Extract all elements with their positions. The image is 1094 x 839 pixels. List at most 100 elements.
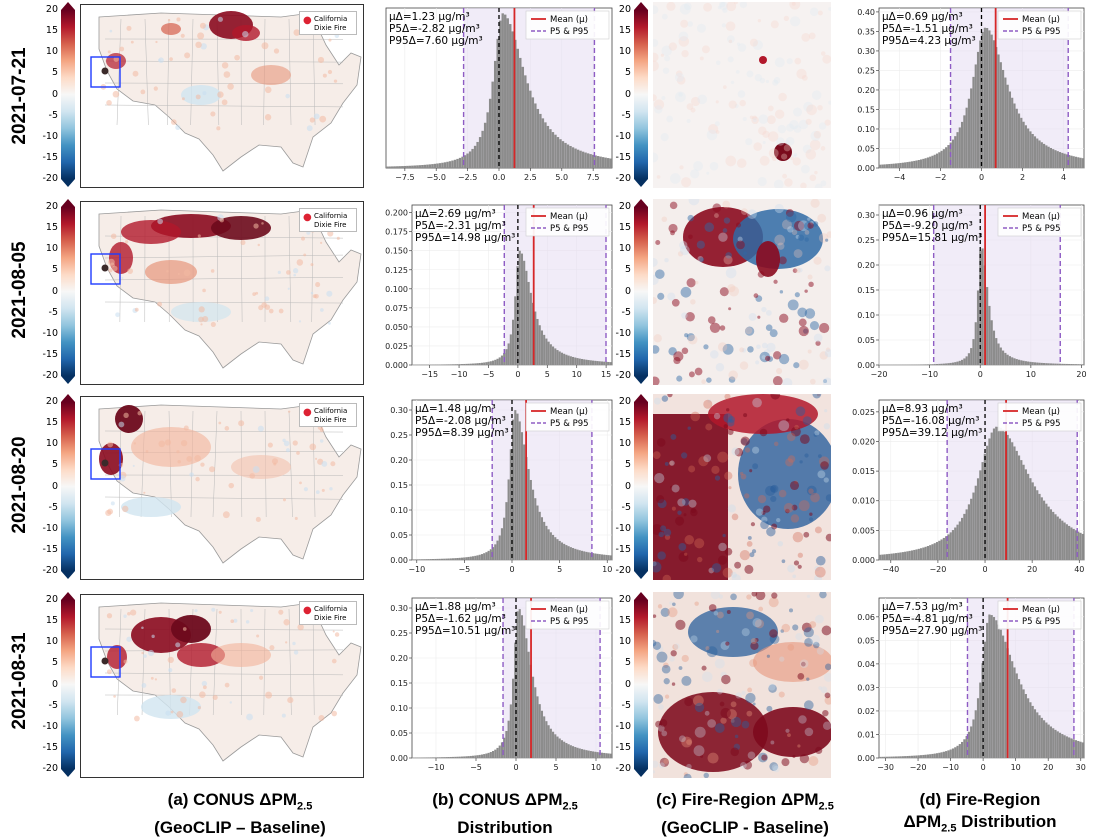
histogram-bar <box>469 151 471 168</box>
histogram-bar <box>1061 364 1063 365</box>
histogram-bar <box>950 363 952 365</box>
histogram-bar <box>574 358 576 365</box>
row-label-3: 2021-08-20 <box>9 435 31 535</box>
colorbar-tick-label: -10 <box>605 722 631 732</box>
histogram-bar <box>574 747 576 758</box>
map-legend-line1: California <box>314 15 347 23</box>
histogram-bar <box>406 166 408 168</box>
histogram-bar <box>986 28 988 168</box>
histogram-bar <box>421 165 423 168</box>
colorbar-a <box>61 199 75 384</box>
colorbar-tick-label: 15 <box>32 223 58 233</box>
histogram-bar <box>1043 720 1045 758</box>
caption-a: (a) CONUS ΔPM2.5 (GeoCLIP – Baseline) <box>95 789 385 839</box>
stat-text: P5Δ=-4.81 μg/m³ <box>882 613 973 625</box>
histogram-bar <box>461 558 463 560</box>
histogram-bar <box>608 362 610 365</box>
histogram-bar <box>952 140 954 168</box>
histogram-bar <box>459 558 461 560</box>
histogram-bar <box>879 555 881 560</box>
histogram-bar <box>966 108 968 168</box>
histogram-bar <box>1041 142 1043 168</box>
histogram-bar <box>568 546 570 560</box>
histogram-bar <box>1050 148 1052 168</box>
colorbar-tick-label: -20 <box>605 566 631 576</box>
histogram-bar <box>988 30 990 168</box>
histogram-bar <box>459 158 461 168</box>
histogram-bar <box>470 364 472 365</box>
histogram-bar <box>524 75 526 168</box>
histogram-bar <box>583 750 585 758</box>
histogram-bar <box>421 559 423 560</box>
histogram-bar <box>959 127 961 168</box>
histogram-bar <box>474 363 476 365</box>
histogram-bar <box>428 559 430 560</box>
colorbar-tick-label: -15 <box>605 743 631 753</box>
colorbar-c <box>634 592 648 777</box>
y-tick-label: 0.05 <box>857 636 875 645</box>
histogram-bar <box>570 745 572 758</box>
histogram-bar <box>993 617 995 758</box>
histogram-bar <box>1036 363 1038 365</box>
colorbar-tick-label: -5 <box>605 701 631 711</box>
histogram-bar <box>423 559 425 560</box>
histogram-bar <box>603 362 605 365</box>
histogram-bar <box>564 143 566 168</box>
x-tick-label: −10 <box>428 763 445 772</box>
colorbar-tick-label: -10 <box>605 132 631 142</box>
colorbar-tick-label: -10 <box>32 524 58 534</box>
histogram-bar <box>610 555 612 560</box>
histogram-bar <box>931 364 933 365</box>
histogram-bar <box>539 114 541 168</box>
fire-marker-icon <box>102 658 109 665</box>
histogram-bar <box>997 625 999 758</box>
histogram-bar <box>991 35 993 168</box>
histogram-bar <box>483 754 485 758</box>
histogram-bar <box>461 757 463 758</box>
histogram-bar <box>474 556 476 560</box>
histogram-bar <box>603 753 605 758</box>
histogram-bar <box>572 746 574 758</box>
histogram-bar <box>1077 364 1079 365</box>
histogram-bar <box>1075 364 1077 365</box>
x-tick-label: 5 <box>545 370 550 379</box>
histogram-bar <box>454 558 456 560</box>
histogram-bar <box>888 164 890 168</box>
histogram-bar <box>568 356 570 365</box>
histogram-bar <box>918 364 920 365</box>
y-tick-label: 0.20 <box>857 86 875 95</box>
colorbar-tick-label: 5 <box>32 265 58 275</box>
histogram-bar <box>445 559 447 560</box>
histogram-bar <box>995 427 997 560</box>
histogram-bar <box>1079 742 1081 758</box>
histogram-bar <box>1013 667 1015 758</box>
x-tick-label: 0 <box>513 763 518 772</box>
colorbar-tick-label: 5 <box>605 460 631 470</box>
histogram-bar <box>561 740 563 758</box>
histogram-bar <box>523 444 525 560</box>
colorbar-tick-label: -20 <box>32 174 58 184</box>
colorbar-tick-label: 15 <box>605 418 631 428</box>
histogram-bar <box>534 103 536 168</box>
histogram-bar <box>1045 504 1047 560</box>
colorbar-tick-label: 10 <box>32 637 58 647</box>
histogram-bar <box>443 757 445 758</box>
caption-c: (c) Fire-Region ΔPM2.5 (GeoCLIP - Baseli… <box>625 789 865 839</box>
x-tick-label: 10 <box>1026 370 1036 379</box>
histogram-bar <box>472 556 474 560</box>
y-tick-label: 0.05 <box>857 144 875 153</box>
stat-text: P95Δ=15.81 μg/m³ <box>882 232 982 244</box>
colorbar-max-arrow <box>634 592 648 600</box>
histogram-bar <box>583 551 585 560</box>
histogram-bar <box>1002 70 1004 168</box>
stat-text: μΔ=1.48 μg/m³ <box>415 403 496 415</box>
histogram-bar <box>931 754 933 758</box>
histogram-bar <box>938 152 940 168</box>
histogram-bar <box>911 550 913 560</box>
histogram-bar <box>579 748 581 758</box>
y-tick-label: 0.30 <box>390 406 408 415</box>
histogram-bar <box>1011 357 1013 365</box>
colorbar-min-arrow <box>61 571 75 579</box>
colorbar-tick-label: 20 <box>605 397 631 407</box>
histogram-bar <box>936 753 938 758</box>
